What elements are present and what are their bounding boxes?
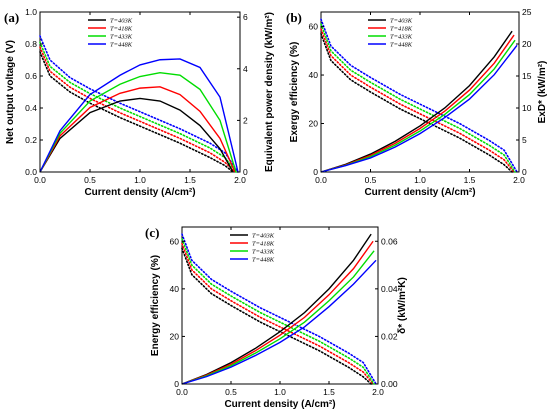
legend-label-T-448K: T=448K bbox=[390, 41, 413, 48]
y-left-tick-label: 0.2 bbox=[25, 135, 37, 145]
y-left-axis-label: Net output voltage (V) bbox=[5, 40, 16, 144]
plot-frame bbox=[181, 226, 379, 385]
y-left-tick-label: 40 bbox=[309, 70, 319, 80]
legend-label-T-433K: T=433K bbox=[252, 248, 275, 255]
legend-label-T-448K: T=448K bbox=[110, 41, 133, 48]
series-line-T-418K-left bbox=[181, 242, 374, 385]
legend-label-T-403K: T=403K bbox=[390, 17, 413, 24]
y-left-tick-label: 0 bbox=[174, 379, 179, 389]
series-line-T-433K-left bbox=[39, 41, 237, 173]
series-line-T-448K-right bbox=[320, 44, 518, 173]
series-line-T-418K-left bbox=[320, 28, 515, 173]
series-group bbox=[181, 233, 377, 385]
x-tick-label: 1.0 bbox=[274, 387, 286, 397]
x-axis-label: Current density (A/cm²) bbox=[224, 399, 335, 410]
y-right-tick-label: 20 bbox=[522, 39, 532, 49]
x-tick-label: 1.5 bbox=[184, 175, 196, 185]
y-right-tick-label: 0.02 bbox=[381, 331, 398, 341]
series-line-T-448K-left bbox=[320, 18, 518, 173]
y-right-tick-label: 0.00 bbox=[381, 379, 398, 389]
series-line-T-433K-right bbox=[181, 250, 375, 385]
legend-label-T-448K: T=448K bbox=[252, 256, 275, 263]
y-right-tick-label: 25 bbox=[522, 7, 532, 17]
series-line-T-433K-left bbox=[181, 238, 375, 385]
x-tick-label: 0.5 bbox=[225, 387, 237, 397]
series-line-T-418K-left bbox=[39, 46, 236, 173]
y-left-tick-label: 1.0 bbox=[25, 7, 37, 17]
panel-label: (c) bbox=[145, 225, 159, 240]
x-tick-label: 0.5 bbox=[84, 175, 96, 185]
x-tick-label: 0.5 bbox=[365, 175, 377, 185]
y-left-tick-label: 20 bbox=[170, 331, 180, 341]
series-line-T-403K-left bbox=[39, 51, 234, 173]
y-right-tick-label: 0.06 bbox=[381, 236, 398, 246]
y-left-tick-label: 0 bbox=[313, 167, 318, 177]
y-left-tick-label: 60 bbox=[309, 22, 319, 32]
legend-label-T-433K: T=433K bbox=[390, 33, 413, 40]
y-left-tick-label: 0.4 bbox=[25, 103, 37, 113]
panel-label: (a) bbox=[4, 10, 19, 25]
legend-label-T-433K: T=433K bbox=[110, 33, 133, 40]
series-line-T-403K-left bbox=[181, 247, 372, 385]
series-line-T-448K-left bbox=[39, 35, 239, 173]
x-tick-label: 0.0 bbox=[34, 175, 46, 185]
y-right-tick-label: 6 bbox=[243, 12, 248, 22]
legend-label-T-418K: T=418K bbox=[390, 25, 413, 32]
panel-label: (b) bbox=[286, 10, 302, 25]
y-left-tick-label: 40 bbox=[170, 284, 180, 294]
series-line-T-418K-right bbox=[181, 240, 374, 385]
y-left-tick-label: 60 bbox=[170, 236, 180, 246]
y-left-tick-label: 0.6 bbox=[25, 71, 37, 81]
y-left-tick-label: 0.0 bbox=[25, 167, 37, 177]
legend-label-T-403K: T=403K bbox=[252, 232, 275, 239]
legend-label-T-418K: T=418K bbox=[252, 240, 275, 247]
series-line-T-403K-left bbox=[320, 33, 513, 173]
x-tick-label: 0.0 bbox=[315, 175, 327, 185]
series-line-T-433K-left bbox=[320, 23, 516, 173]
plot-frame bbox=[320, 11, 520, 173]
series-line-T-418K-right bbox=[39, 86, 236, 173]
y-right-axis-label: δ* (kW/m²K) bbox=[397, 277, 408, 334]
y-right-tick-label: 2 bbox=[243, 115, 248, 125]
x-tick-label: 2.0 bbox=[513, 175, 525, 185]
series-line-T-403K-right bbox=[181, 233, 372, 385]
y-right-tick-label: 15 bbox=[522, 71, 532, 81]
series-line-T-448K-right bbox=[39, 58, 239, 173]
y-right-tick-label: 0 bbox=[522, 167, 527, 177]
x-tick-label: 1.0 bbox=[134, 175, 146, 185]
series-line-T-433K-right bbox=[39, 71, 237, 173]
x-tick-label: 1.0 bbox=[414, 175, 426, 185]
x-axis-label: Current density (A/cm²) bbox=[364, 187, 475, 198]
y-right-tick-label: 5 bbox=[522, 135, 527, 145]
y-right-tick-label: 10 bbox=[522, 103, 532, 113]
y-right-axis-label: Equivalent power density (kW/m²) bbox=[264, 12, 275, 172]
y-left-tick-label: 0.8 bbox=[25, 39, 37, 49]
x-tick-label: 1.5 bbox=[464, 175, 476, 185]
series-line-T-403K-right bbox=[320, 30, 513, 173]
x-tick-label: 1.5 bbox=[323, 387, 335, 397]
y-right-tick-label: 4 bbox=[243, 64, 248, 74]
x-tick-label: 0.0 bbox=[176, 387, 188, 397]
series-group bbox=[320, 18, 518, 173]
y-right-tick-label: 0 bbox=[243, 167, 248, 177]
series-line-T-448K-left bbox=[181, 233, 377, 385]
legend-label-T-418K: T=418K bbox=[110, 25, 133, 32]
y-right-tick-label: 0.04 bbox=[381, 284, 398, 294]
series-group bbox=[39, 35, 239, 173]
series-line-T-433K-right bbox=[320, 39, 516, 173]
series-line-T-403K-right bbox=[39, 97, 234, 173]
y-left-axis-label: Exergy efficiency (%) bbox=[289, 42, 300, 143]
y-right-axis-label: ExD* (kW/m²) bbox=[537, 61, 548, 124]
x-axis-label: Current density (A/cm²) bbox=[84, 187, 195, 198]
x-tick-label: 2.0 bbox=[372, 387, 384, 397]
y-left-tick-label: 20 bbox=[309, 119, 319, 129]
series-line-T-448K-right bbox=[181, 259, 377, 385]
x-tick-label: 2.0 bbox=[234, 175, 246, 185]
y-left-axis-label: Energy efficiency (%) bbox=[150, 255, 161, 356]
legend-label-T-403K: T=403K bbox=[110, 17, 133, 24]
